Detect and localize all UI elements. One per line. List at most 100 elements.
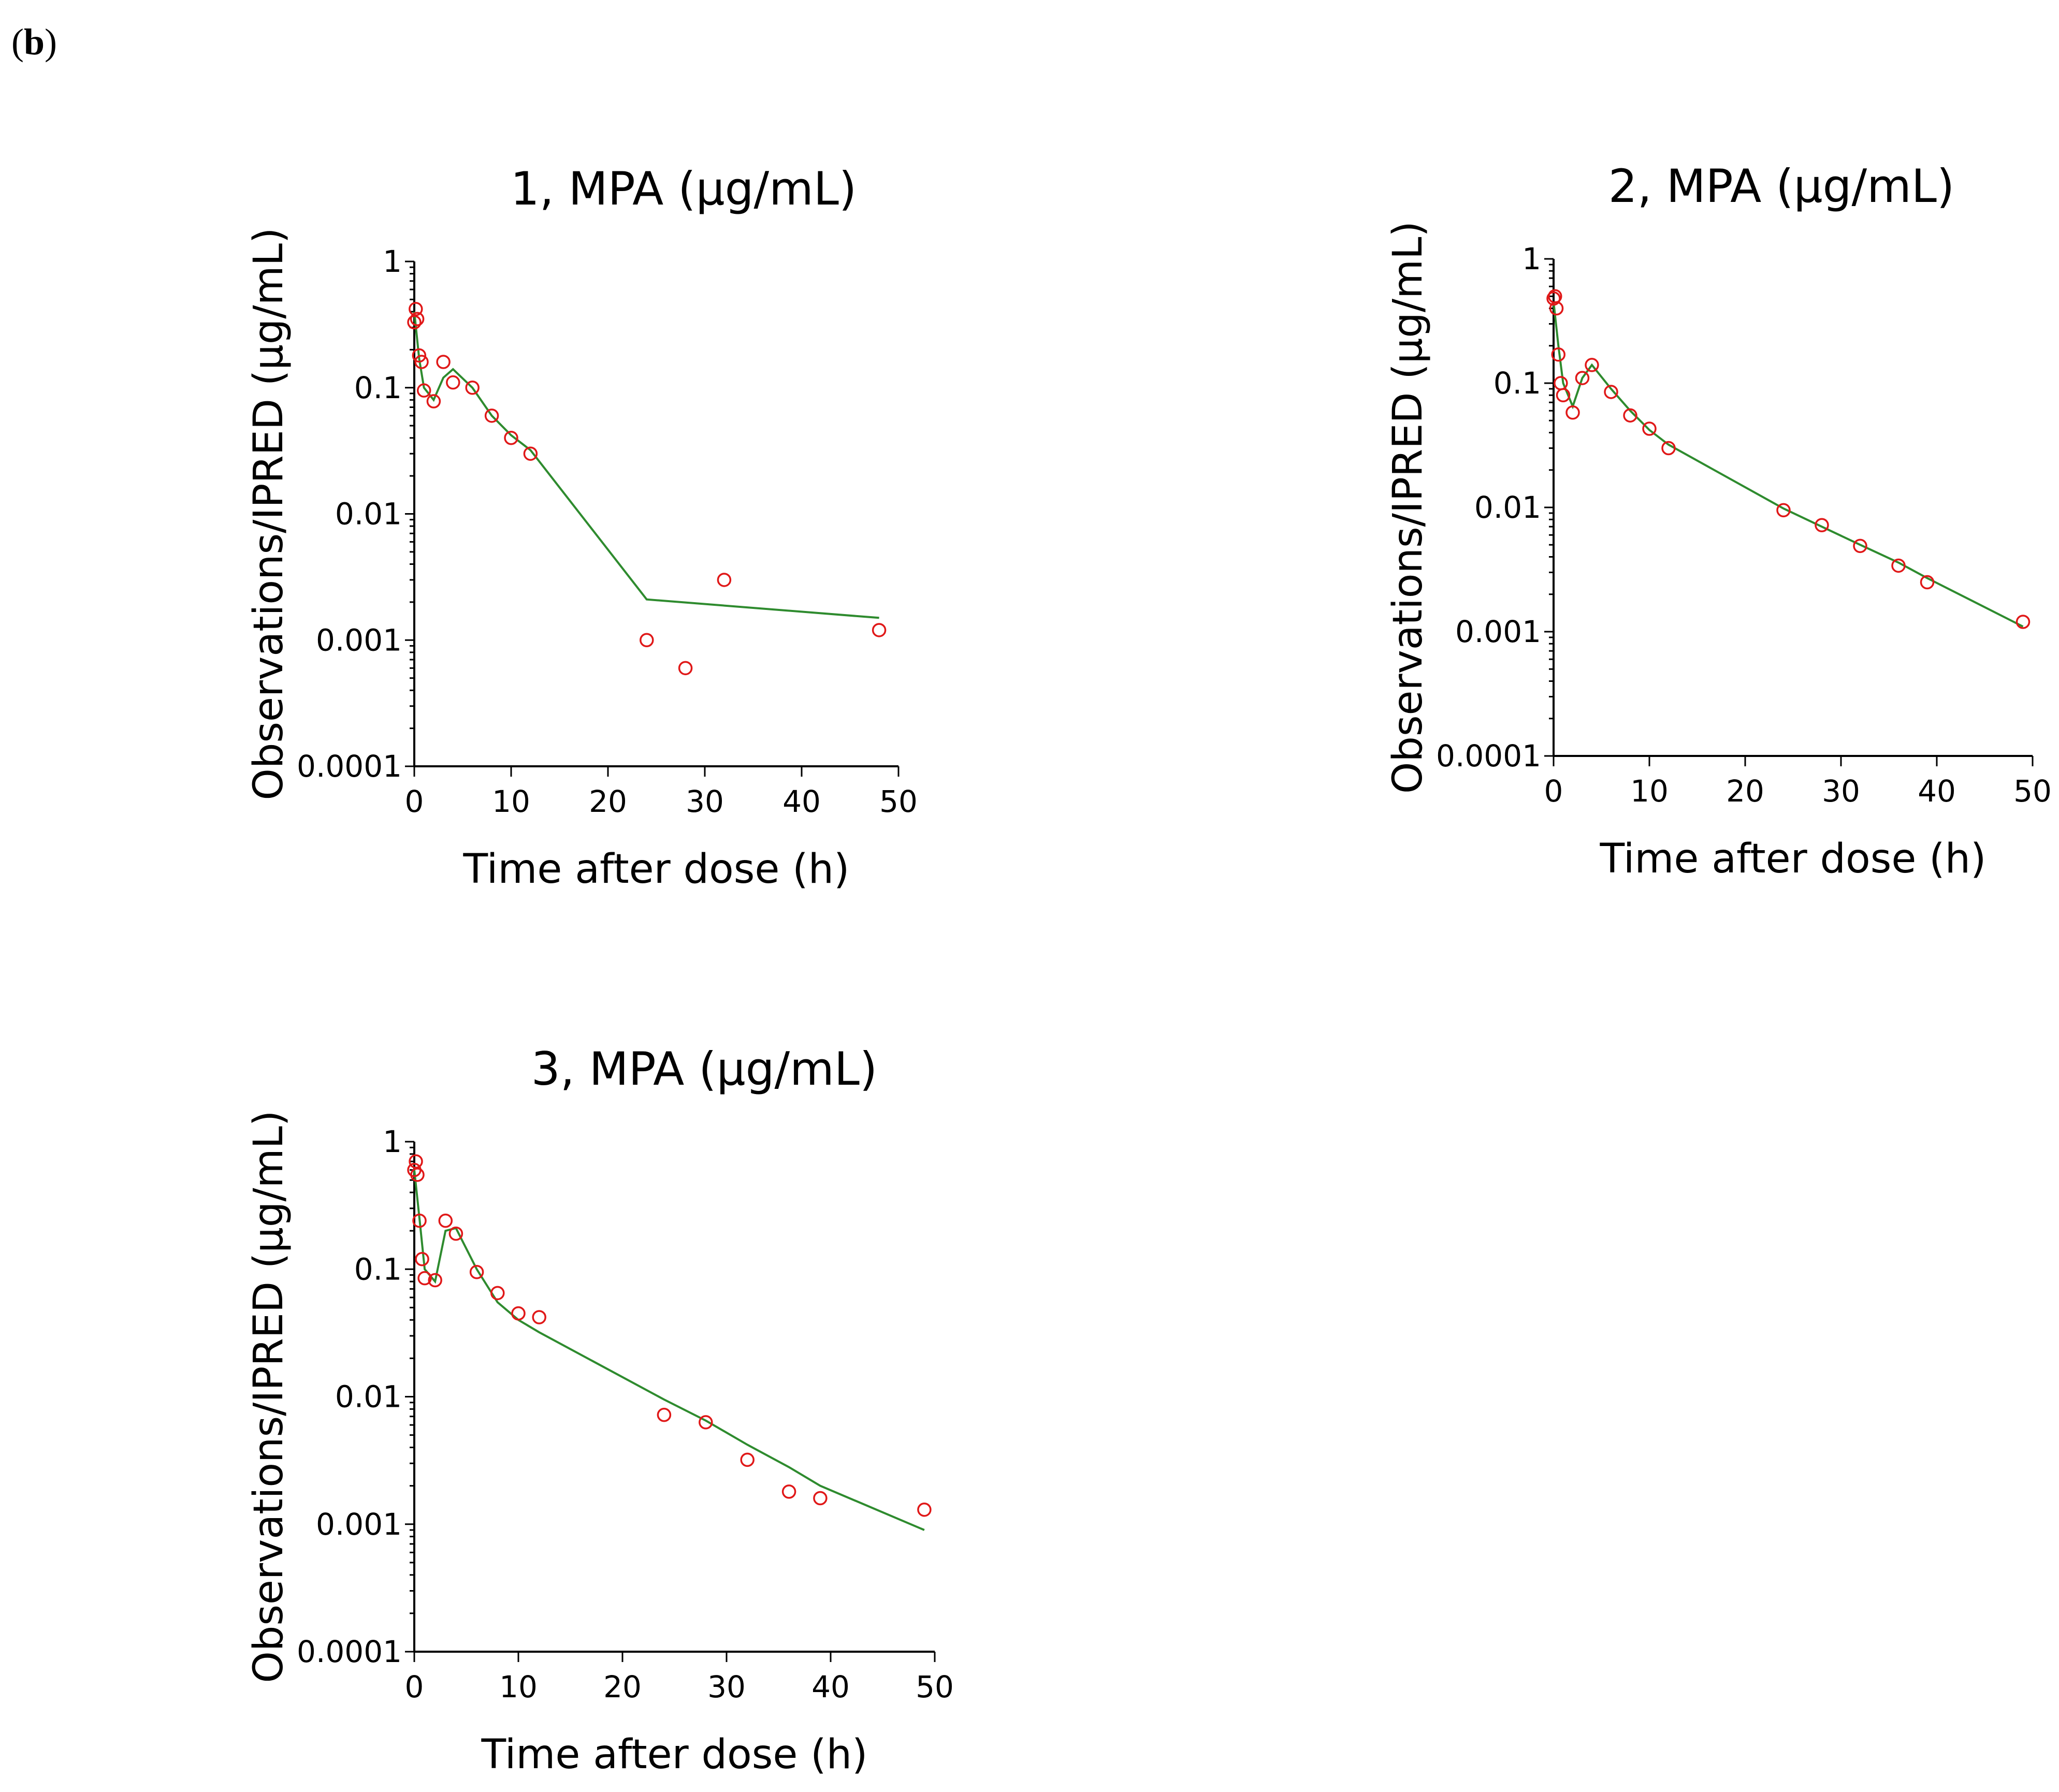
- y-tick-label: 0.1: [354, 1251, 402, 1287]
- y-tick-label: 0.01: [1474, 490, 1541, 525]
- observation-point: [410, 1168, 425, 1182]
- x-tick-label: 10: [499, 1669, 538, 1704]
- x-tick-label: 50: [2013, 774, 2052, 809]
- observation-point: [640, 633, 654, 647]
- y-tick-label: 0.0001: [1436, 738, 1541, 774]
- observation-point: [1776, 503, 1791, 518]
- observation-point: [436, 355, 451, 369]
- observation-point: [417, 1271, 432, 1286]
- y-tick-label: 0.01: [335, 497, 402, 532]
- observation-point: [717, 573, 732, 587]
- observation-point: [469, 1264, 484, 1279]
- observation-point: [1891, 558, 1906, 573]
- y-tick-label: 0.1: [354, 370, 402, 405]
- chart-title: 3, MPA (µg/mL): [531, 1042, 877, 1096]
- x-tick-label: 30: [1822, 774, 1860, 809]
- observation-point: [412, 348, 427, 363]
- chart-title: 1, MPA (µg/mL): [511, 162, 857, 215]
- y-axis-label: Observations/IPRED (µg/mL): [245, 228, 292, 800]
- observation-point: [1556, 388, 1571, 403]
- observation-point: [1551, 347, 1565, 362]
- observation-point: [1546, 291, 1561, 306]
- x-tick-label: 20: [1726, 774, 1764, 809]
- observation-point: [813, 1491, 828, 1506]
- y-axis-label: Observations/IPRED (µg/mL): [1385, 221, 1431, 794]
- x-tick-label: 30: [707, 1669, 746, 1704]
- observation-point: [523, 446, 538, 461]
- observation-point: [504, 430, 518, 445]
- x-axis-label: Time after dose (h): [463, 846, 850, 893]
- y-tick-label: 0.01: [335, 1379, 402, 1415]
- ipred-line: [1553, 301, 2024, 628]
- observation-point: [1565, 405, 1580, 420]
- observation-point: [428, 1273, 442, 1288]
- observation-point: [511, 1306, 526, 1321]
- observation-point: [1604, 385, 1618, 399]
- x-tick-label: 30: [686, 784, 724, 819]
- observation-point: [438, 1213, 453, 1228]
- panel-letter: b: [23, 21, 45, 63]
- observation-point: [448, 1226, 463, 1241]
- observation-point: [1585, 358, 1599, 372]
- observation-point: [781, 1484, 796, 1499]
- y-tick-label: 0.0001: [297, 1634, 402, 1669]
- observation-point: [740, 1452, 755, 1467]
- observation-point: [465, 381, 480, 395]
- x-tick-label: 40: [1918, 774, 1956, 809]
- x-tick-label: 0: [405, 1669, 424, 1704]
- y-tick-label: 1: [1522, 241, 1541, 276]
- panel-label: (b): [11, 21, 57, 63]
- y-tick-label: 1: [383, 244, 402, 279]
- observation-point: [532, 1310, 546, 1324]
- observation-point: [410, 312, 425, 326]
- observation-point: [414, 355, 429, 369]
- observation-point: [699, 1415, 713, 1430]
- observation-point: [446, 375, 460, 390]
- observation-point: [409, 1154, 423, 1169]
- x-tick-label: 40: [782, 784, 821, 819]
- observation-point: [416, 383, 431, 398]
- observation-point: [1575, 371, 1590, 385]
- x-tick-label: 50: [916, 1669, 954, 1704]
- observation-point: [1853, 538, 1867, 553]
- observation-point: [1549, 301, 1564, 316]
- observation-point: [490, 1286, 505, 1301]
- y-tick-label: 0.001: [316, 622, 402, 658]
- x-tick-label: 40: [811, 1669, 850, 1704]
- observation-point: [2016, 615, 2031, 629]
- observation-point: [1815, 518, 1829, 532]
- x-tick-label: 20: [603, 1669, 642, 1704]
- y-axis-label: Observations/IPRED (µg/mL): [245, 1111, 292, 1683]
- observation-point: [415, 1252, 429, 1266]
- x-tick-label: 20: [589, 784, 627, 819]
- observation-point: [409, 302, 423, 316]
- y-tick-label: 0.001: [1455, 614, 1541, 649]
- observation-point: [872, 623, 887, 637]
- y-tick-label: 1: [383, 1124, 402, 1159]
- x-tick-label: 0: [405, 784, 424, 819]
- x-tick-label: 10: [492, 784, 530, 819]
- observation-point: [657, 1407, 672, 1422]
- observation-point: [1642, 421, 1657, 436]
- observation-point: [412, 1213, 427, 1228]
- x-tick-label: 10: [1630, 774, 1669, 809]
- observation-point: [917, 1502, 932, 1517]
- observation-point: [1661, 441, 1676, 456]
- y-tick-label: 0.1: [1494, 366, 1541, 401]
- observation-point: [426, 394, 441, 409]
- x-tick-label: 0: [1544, 774, 1563, 809]
- observation-point: [407, 315, 422, 330]
- observation-point: [678, 661, 693, 676]
- x-axis-label: Time after dose (h): [1600, 836, 1987, 882]
- x-tick-label: 50: [879, 784, 918, 819]
- observation-point: [1623, 408, 1637, 423]
- ipred-line: [413, 311, 879, 619]
- observation-point: [484, 409, 499, 423]
- y-tick-label: 0.001: [316, 1507, 402, 1542]
- x-axis-label: Time after dose (h): [481, 1731, 868, 1778]
- ipred-line: [413, 1170, 925, 1531]
